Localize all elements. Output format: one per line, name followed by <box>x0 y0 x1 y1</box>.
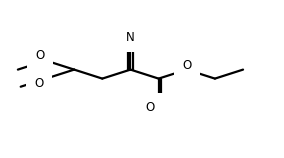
Text: O: O <box>182 59 191 72</box>
Text: N: N <box>126 31 135 44</box>
Text: O: O <box>34 77 43 90</box>
Text: O: O <box>145 101 155 114</box>
Text: O: O <box>35 49 44 62</box>
